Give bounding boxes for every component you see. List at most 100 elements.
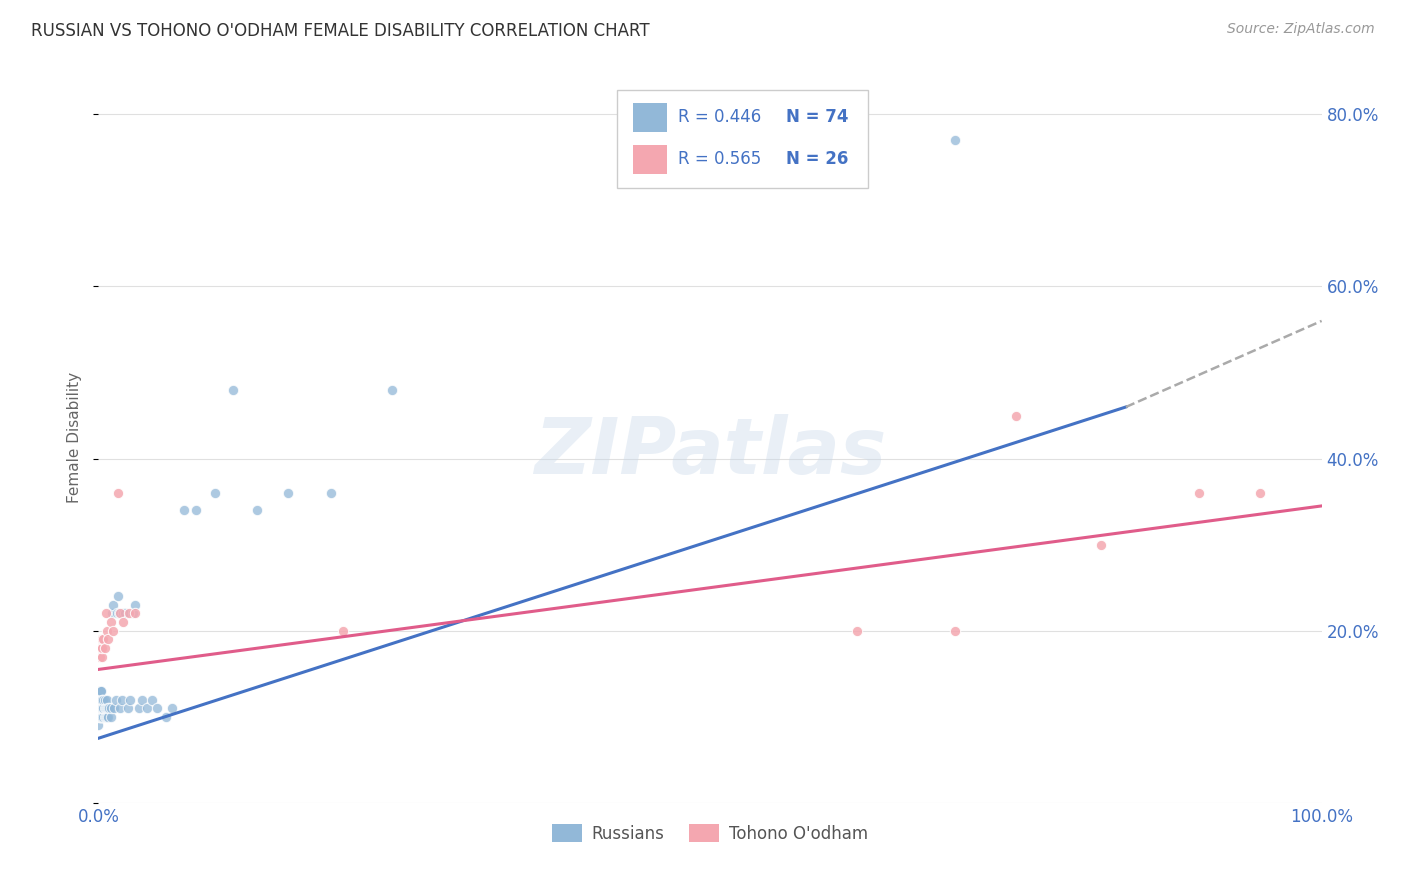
Point <box>128 701 150 715</box>
Text: ZIPatlas: ZIPatlas <box>534 414 886 490</box>
Point <box>101 598 124 612</box>
Point <box>91 701 114 715</box>
Text: N = 26: N = 26 <box>786 150 848 168</box>
Point <box>110 607 132 621</box>
Point <box>91 701 114 715</box>
Point <box>91 632 114 647</box>
Point <box>89 692 111 706</box>
Point <box>118 607 141 621</box>
Point <box>943 133 966 147</box>
Point <box>90 701 112 715</box>
Point <box>90 692 112 706</box>
Point <box>96 710 118 724</box>
Point <box>93 640 115 655</box>
Point <box>90 632 112 647</box>
Point <box>90 701 112 715</box>
Point <box>97 710 120 724</box>
Point <box>89 701 111 715</box>
Text: R = 0.446: R = 0.446 <box>678 109 762 127</box>
Point <box>204 486 226 500</box>
Point <box>94 710 117 724</box>
Point <box>131 692 153 706</box>
Point <box>124 598 146 612</box>
Point <box>90 640 112 655</box>
Point <box>111 615 134 629</box>
Point <box>1188 486 1211 500</box>
Text: Source: ZipAtlas.com: Source: ZipAtlas.com <box>1227 22 1375 37</box>
Point <box>173 503 195 517</box>
Point <box>222 383 245 397</box>
Point <box>111 692 134 706</box>
Point <box>87 718 110 732</box>
Point <box>1090 538 1112 552</box>
Point <box>277 486 299 500</box>
Point <box>91 701 114 715</box>
Text: N = 74: N = 74 <box>786 109 848 127</box>
Point <box>87 710 110 724</box>
Point <box>90 710 112 724</box>
Point <box>91 710 114 724</box>
FancyBboxPatch shape <box>617 90 868 188</box>
Bar <box>633 145 668 174</box>
Point <box>101 624 124 638</box>
Point <box>89 649 111 664</box>
Point <box>186 503 208 517</box>
Point <box>90 701 112 715</box>
Point <box>100 615 122 629</box>
Point <box>89 684 111 698</box>
Point <box>1004 409 1026 423</box>
Point <box>89 710 111 724</box>
Point <box>107 486 129 500</box>
Point <box>90 684 112 698</box>
Point <box>97 701 120 715</box>
Point <box>89 640 111 655</box>
Point <box>91 701 114 715</box>
Point <box>120 692 142 706</box>
Point <box>91 710 114 724</box>
Point <box>96 624 118 638</box>
Point <box>105 607 128 621</box>
Point <box>91 692 114 706</box>
Point <box>114 607 136 621</box>
Point <box>103 701 125 715</box>
Point <box>1249 486 1271 500</box>
Point <box>96 692 118 706</box>
Point <box>89 692 111 706</box>
Point <box>124 607 146 621</box>
Point <box>121 607 143 621</box>
Point <box>91 640 114 655</box>
Point <box>104 692 127 706</box>
Point <box>136 701 159 715</box>
Legend: Russians, Tohono O'odham: Russians, Tohono O'odham <box>546 818 875 849</box>
Point <box>101 607 124 621</box>
Point <box>93 692 115 706</box>
Point <box>91 692 114 706</box>
Point <box>141 692 163 706</box>
Point <box>89 710 111 724</box>
Point <box>100 701 122 715</box>
Point <box>93 710 115 724</box>
Point <box>91 692 114 706</box>
Point <box>246 503 269 517</box>
Point <box>91 710 114 724</box>
Point <box>332 624 354 638</box>
Point <box>943 624 966 638</box>
Point <box>845 624 868 638</box>
Point <box>89 701 111 715</box>
Point <box>155 710 177 724</box>
Point <box>107 589 129 603</box>
Point <box>117 701 139 715</box>
Point <box>111 607 134 621</box>
Point <box>93 701 115 715</box>
Text: RUSSIAN VS TOHONO O'ODHAM FEMALE DISABILITY CORRELATION CHART: RUSSIAN VS TOHONO O'ODHAM FEMALE DISABIL… <box>31 22 650 40</box>
Text: R = 0.565: R = 0.565 <box>678 150 762 168</box>
Bar <box>633 103 668 132</box>
Point <box>89 710 111 724</box>
Point <box>90 684 112 698</box>
Point <box>100 710 122 724</box>
Point <box>91 632 114 647</box>
Point <box>94 607 117 621</box>
Point <box>89 701 111 715</box>
Point <box>108 607 131 621</box>
Y-axis label: Female Disability: Female Disability <box>67 371 83 503</box>
